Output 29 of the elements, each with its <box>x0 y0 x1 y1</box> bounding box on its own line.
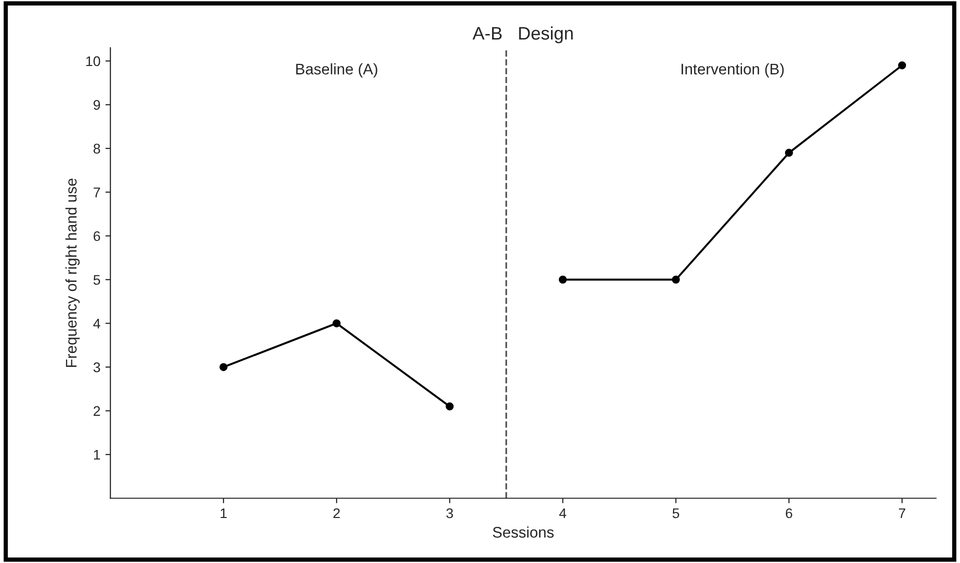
x-tick-label: 6 <box>786 508 792 518</box>
y-axis-title: Frequency of right hand use <box>65 178 80 367</box>
point <box>446 402 454 410</box>
point <box>784 148 793 157</box>
point <box>332 319 341 328</box>
y-tick-label: 9 <box>94 100 100 110</box>
y-tick-label: 2 <box>94 406 100 416</box>
point <box>672 276 680 284</box>
point <box>558 276 567 284</box>
y-tick-label: 10 <box>86 56 100 66</box>
point <box>220 363 228 372</box>
annotation: Intervention (B) <box>682 63 784 78</box>
chart-title: A-B Design <box>472 26 573 44</box>
y-tick-label: 8 <box>94 144 100 154</box>
x-tick-label: 2 <box>333 508 340 518</box>
y-tick-label: 3 <box>93 362 100 372</box>
y-tick-label: 5 <box>94 275 100 285</box>
y-tick-label: 4 <box>93 318 100 328</box>
x-tick-label: 7 <box>898 508 906 518</box>
y-tick-label: 6 <box>94 231 100 242</box>
x-tick-label: 1 <box>220 508 227 518</box>
x-tick-label: 3 <box>446 508 453 518</box>
x-tick-label: 5 <box>672 508 680 518</box>
y-tick-label: 1 <box>94 450 100 460</box>
point <box>898 61 906 70</box>
x-tick-label: 4 <box>559 508 566 518</box>
annotation: Baseline (A) <box>296 63 378 78</box>
y-tick-label: 7 <box>94 188 100 198</box>
x-axis-title: Sessions <box>492 526 554 538</box>
